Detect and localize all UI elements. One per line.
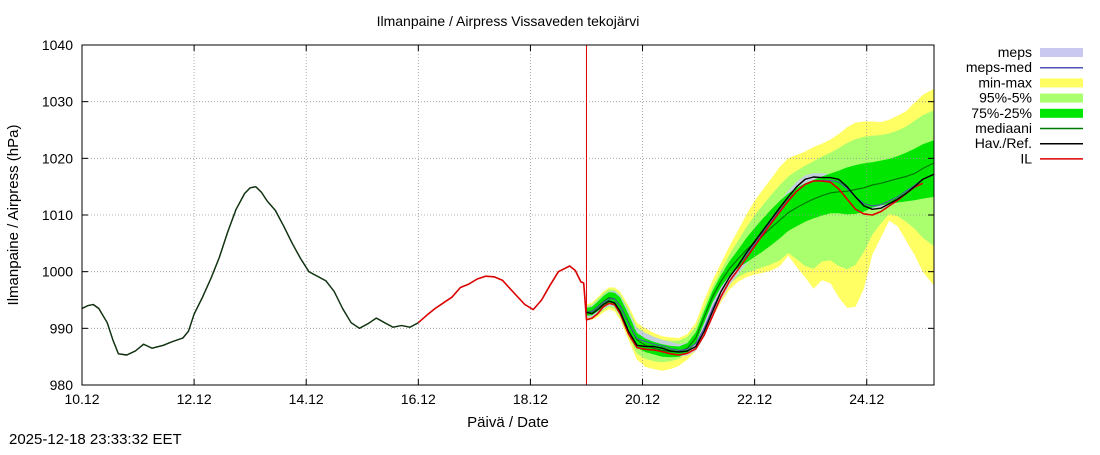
y-tick-label: 980 — [50, 377, 74, 393]
x-axis-label: Päivä / Date — [467, 414, 549, 431]
legend-label: mediaani — [975, 120, 1032, 136]
series-meps-med — [586, 173, 935, 351]
y-tick-label: 1010 — [42, 207, 73, 223]
y-tick-label: 1040 — [42, 37, 73, 53]
series-observed-overlay — [81, 186, 419, 356]
y-tick-label: 990 — [50, 320, 74, 336]
y-tick-label: 1030 — [42, 94, 73, 110]
legend-label: meps — [998, 44, 1032, 60]
band-75-25- — [586, 140, 934, 358]
x-tick-label: 12.12 — [177, 391, 212, 407]
legend-swatch — [1040, 48, 1083, 57]
ticks-layer: 980 990 1000 1010 1020 1030 1040 10.12 12.12 14.1… — [42, 37, 934, 407]
legend-label: meps-med — [966, 59, 1032, 75]
x-tick-label: 10.12 — [64, 391, 99, 407]
legend-label: 75%-25% — [971, 105, 1032, 121]
legend: mepsmeps-medmin-max95%-5%75%-25%mediaani… — [966, 44, 1083, 166]
series-observed-forecast — [586, 173, 935, 353]
x-tick-label: 22.12 — [737, 391, 772, 407]
y-tick-label: 1020 — [42, 150, 73, 166]
legend-label: 95%-5% — [979, 90, 1032, 106]
lines-layer — [81, 45, 935, 385]
x-tick-label: 16.12 — [401, 391, 436, 407]
series-observed — [81, 185, 419, 356]
legend-label: min-max — [978, 74, 1032, 90]
grid-layer — [82, 45, 934, 385]
legend-label: IL — [1020, 150, 1032, 166]
legend-swatch — [1040, 93, 1083, 103]
timestamp: 2025-12-18 23:33:32 EET — [9, 431, 182, 448]
legend-label: Hav./Ref. — [975, 135, 1032, 151]
chart-title: Ilmanpaine / Airpress Vissaveden tekojär… — [377, 13, 640, 29]
series-il — [417, 180, 924, 356]
x-tick-label: 18.12 — [513, 391, 548, 407]
x-tick-label: 24.12 — [849, 391, 884, 407]
legend-swatch — [1040, 78, 1083, 88]
x-tick-label: 20.12 — [625, 391, 660, 407]
legend-swatch — [1040, 108, 1083, 118]
x-tick-label: 14.12 — [289, 391, 324, 407]
y-axis-label: Ilmanpaine / Airpress (hPa) — [5, 125, 22, 306]
y-tick-label: 1000 — [42, 264, 73, 280]
